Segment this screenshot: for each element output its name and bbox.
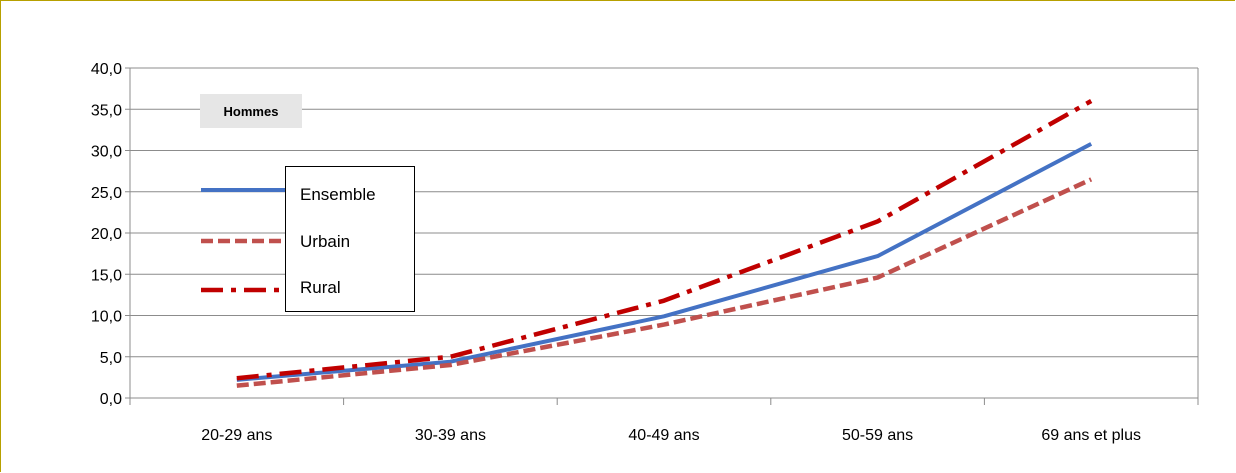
x-tick-label: 30-39 ans [415,427,486,444]
y-tick-label: 10,0 [91,309,122,326]
y-tick-label: 40,0 [91,61,122,78]
axes [125,67,1199,405]
legend-label-ensemble: Ensemble [300,185,376,204]
series-line-ensemble [236,142,1093,382]
x-tick-labels: 20-29 ans 30-39 ans 40-49 ans 50-59 ans 69 a… [201,427,1141,444]
y-tick-label: 5,0 [100,350,122,367]
y-tick-label: 25,0 [91,185,122,202]
x-tick-label: 20-29 ans [201,427,272,444]
y-tick-label: 30,0 [91,144,122,161]
legend-label-rural: Rural [300,278,341,297]
legend: Ensemble Urbain Rural [285,166,415,312]
series-line-urbain [236,177,1093,388]
y-tick-label: 35,0 [91,102,122,119]
legend-label-urbain: Urbain [300,232,351,251]
series-line-rural [236,99,1093,381]
y-tick-label: 15,0 [91,267,122,284]
series-lines [201,99,1093,388]
x-tick-label: 50-59 ans [842,427,913,444]
x-tick-label: 69 ans et plus [1041,427,1141,444]
y-tick-label: 20,0 [91,226,122,243]
y-tick-labels: 0,0 5,0 10,0 15,0 20,0 25,0 30,0 35,0 40,0 [91,61,122,408]
x-tick-label: 40-49 ans [628,427,699,444]
panel-label: Hommes [200,94,302,128]
y-tick-label: 0,0 [100,391,122,408]
